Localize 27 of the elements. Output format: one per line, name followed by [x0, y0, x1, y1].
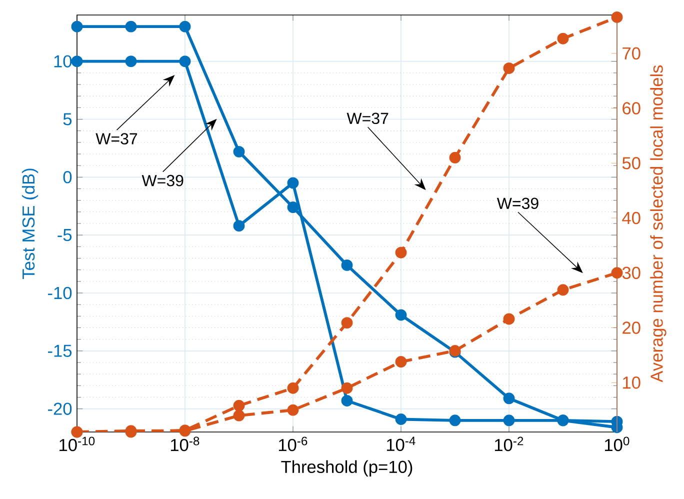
y2-tick-label: 40: [622, 212, 640, 224]
y2-axis-title: Average number of selected local models: [650, 65, 666, 382]
y-tick-label: -10: [48, 286, 72, 300]
y-tick-label: 0: [63, 171, 72, 184]
x-tick-label: 10$^{-6}$: [278, 436, 308, 452]
annotation: W=37: [346, 112, 388, 124]
y2-tick-label: 20: [622, 322, 640, 334]
y-tick-label: 5: [63, 113, 72, 126]
x-tick-label: 10$^{-8}$: [170, 436, 200, 452]
x-tick-label: 10$^{-4}$: [386, 436, 416, 452]
y-tick-label: -5: [58, 229, 72, 242]
y2-tick-label: 30: [622, 266, 640, 280]
y2-tick-label: 10: [623, 376, 640, 389]
annotation: W=39: [496, 198, 538, 210]
x-tick-label: 10$^{-2}$: [494, 436, 524, 452]
x-tick-label: 10$^{0}$: [604, 436, 630, 452]
annotation: W=37: [96, 133, 138, 144]
y2-tick-label: 50: [622, 157, 640, 170]
x-tick-label: 10$^{-10}$: [60, 436, 95, 452]
x-axis-title: Threshold (p=10): [281, 460, 412, 476]
annotation: W=39: [142, 174, 184, 186]
y-tick-label: -20: [48, 402, 72, 415]
y-axis-title: Test MSE (dB): [22, 168, 38, 279]
y-tick-label: -15: [48, 344, 72, 357]
y-tick-label: 10: [54, 55, 72, 68]
y2-tick-label: 70: [622, 47, 640, 60]
y2-tick-label: 60: [622, 102, 640, 114]
